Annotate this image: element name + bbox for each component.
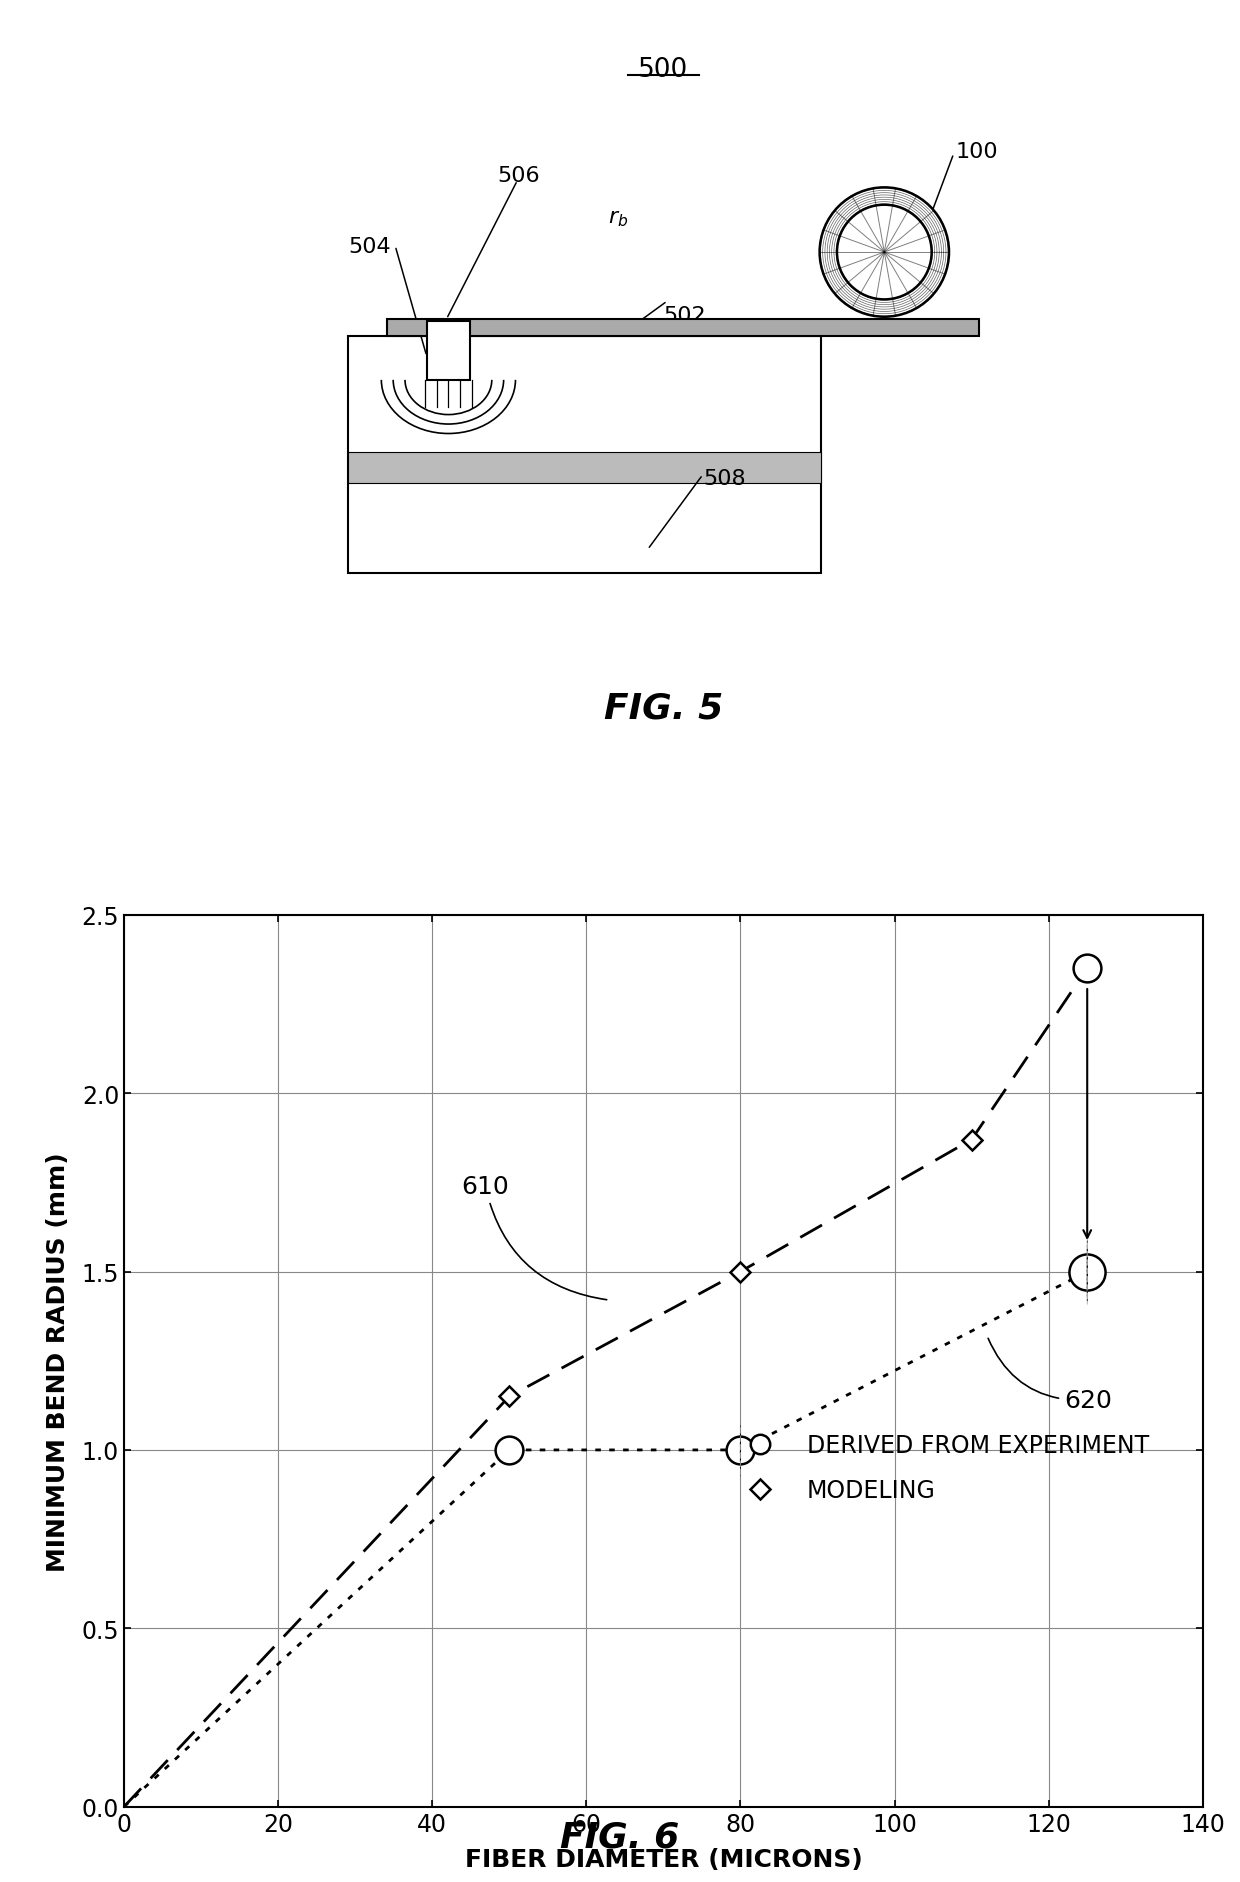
Bar — [347, 454, 821, 484]
Text: 502: 502 — [663, 305, 706, 326]
Text: 620: 620 — [988, 1338, 1112, 1412]
Text: $r_b$: $r_b$ — [608, 209, 629, 230]
Legend: DERIVED FROM EXPERIMENT, MODELING: DERIVED FROM EXPERIMENT, MODELING — [727, 1425, 1158, 1511]
Text: 508: 508 — [703, 469, 745, 489]
Text: 610: 610 — [461, 1174, 606, 1300]
Text: FIG. 6: FIG. 6 — [560, 1820, 680, 1854]
Text: 506: 506 — [497, 166, 541, 186]
Bar — [427, 322, 470, 380]
Circle shape — [837, 205, 931, 301]
X-axis label: FIBER DIAMETER (MICRONS): FIBER DIAMETER (MICRONS) — [465, 1846, 862, 1871]
Text: 100: 100 — [955, 141, 998, 162]
Circle shape — [820, 188, 949, 318]
Text: 504: 504 — [348, 237, 391, 256]
Bar — [347, 337, 821, 574]
Bar — [387, 320, 980, 337]
Text: FIG. 5: FIG. 5 — [604, 691, 723, 725]
Text: 500: 500 — [639, 56, 688, 83]
Circle shape — [1086, 1238, 1087, 1306]
Y-axis label: MINIMUM BEND RADIUS (mm): MINIMUM BEND RADIUS (mm) — [46, 1152, 71, 1571]
